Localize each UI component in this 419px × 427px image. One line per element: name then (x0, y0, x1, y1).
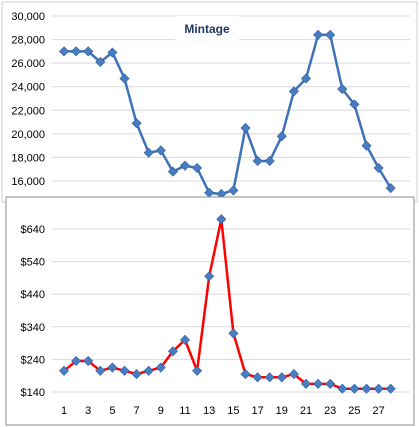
bot-ytick-label: $340 (21, 322, 45, 334)
bot-data-point (95, 365, 106, 376)
bottom-plot-frame (5, 196, 415, 426)
top-data-point (313, 29, 324, 40)
bot-data-point (131, 369, 142, 380)
bot-data-point (300, 378, 312, 389)
top-data-point (179, 160, 191, 171)
bot-ytick-label: $240 (21, 354, 45, 366)
top-ytick-label: 22,000 (11, 105, 45, 117)
top-data-point (95, 56, 106, 67)
top-data-point (252, 155, 263, 166)
top-ytick-label: 16,000 (11, 176, 45, 188)
bot-xtick-label: 15 (227, 405, 239, 417)
bot-data-point (107, 362, 118, 373)
bot-xtick-label: 3 (85, 405, 91, 417)
bot-data-point (313, 378, 324, 389)
price-series-line (63, 218, 391, 390)
bot-xtick-label: 1 (61, 405, 67, 417)
bot-xtick-label: 5 (109, 405, 115, 417)
top-ytick-label: 18,000 (11, 152, 45, 164)
top-data-point (119, 73, 130, 84)
top-data-point (349, 99, 360, 110)
bot-data-point (276, 372, 287, 383)
bot-data-point (228, 328, 239, 339)
top-data-point (131, 118, 142, 129)
bot-xtick-label: 13 (203, 405, 215, 417)
top-ytick-label: 26,000 (11, 58, 45, 70)
bot-data-point (167, 346, 178, 357)
bot-data-point (216, 214, 227, 225)
bot-data-point (325, 378, 336, 389)
top-data-point (288, 86, 299, 97)
bot-data-point (143, 365, 154, 376)
top-data-point (337, 84, 348, 95)
top-data-point (107, 47, 118, 58)
bot-xtick-label: 21 (300, 405, 312, 417)
bot-xtick-label: 9 (158, 405, 164, 417)
bot-xtick-label: 11 (179, 405, 190, 417)
bot-data-point (240, 369, 251, 380)
top-data-point (325, 29, 336, 40)
top-ytick-label: 28,000 (11, 35, 45, 47)
bot-xtick-label: 25 (348, 405, 360, 417)
top-ytick-label: 30,000 (11, 11, 45, 23)
bot-data-point (58, 365, 70, 376)
bot-data-point (119, 365, 130, 376)
bot-ytick-label: $540 (21, 257, 45, 269)
legend-mintage: Mintage (184, 22, 230, 36)
mintage-series-line (64, 33, 392, 196)
top-data-point (83, 46, 94, 57)
top-data-point (228, 185, 239, 196)
bot-data-point (155, 362, 166, 373)
bot-data-point (385, 383, 396, 394)
bot-xtick-label: 19 (276, 405, 288, 417)
bot-data-point (361, 383, 372, 394)
top-data-point (385, 183, 396, 194)
bot-ytick-label: $140 (21, 387, 45, 399)
bot-data-point (83, 356, 94, 367)
bot-xtick-label: 27 (372, 405, 384, 417)
top-data-point (240, 122, 251, 133)
top-ytick-label: 20,000 (11, 129, 45, 141)
bot-data-point (373, 383, 384, 394)
bot-data-point (337, 383, 348, 394)
bot-ytick-label: $440 (21, 289, 45, 301)
top-data-point (143, 147, 154, 158)
top-ytick-label: 24,000 (11, 82, 45, 94)
bot-data-point (252, 372, 263, 383)
top-data-point (264, 155, 275, 166)
top-data-point (300, 73, 312, 84)
bot-ytick-label: $640 (21, 224, 45, 236)
top-data-point (58, 46, 70, 57)
bot-data-point (288, 369, 299, 380)
bot-data-point (71, 356, 82, 367)
bot-xtick-label: 7 (134, 405, 140, 417)
top-data-point (373, 163, 384, 174)
top-data-point (155, 145, 166, 156)
bot-xtick-label: 17 (251, 405, 263, 417)
bot-data-point (204, 271, 215, 282)
bot-data-point (349, 383, 360, 394)
top-data-point (71, 46, 82, 57)
bot-data-point (179, 334, 191, 345)
top-data-point (192, 163, 203, 174)
bot-xtick-label: 23 (324, 405, 336, 417)
legend-box (175, 16, 239, 40)
top-data-point (167, 166, 178, 177)
top-data-point (276, 131, 287, 142)
bot-data-point (192, 365, 203, 376)
bot-data-point (264, 372, 275, 383)
top-data-point (361, 140, 372, 151)
